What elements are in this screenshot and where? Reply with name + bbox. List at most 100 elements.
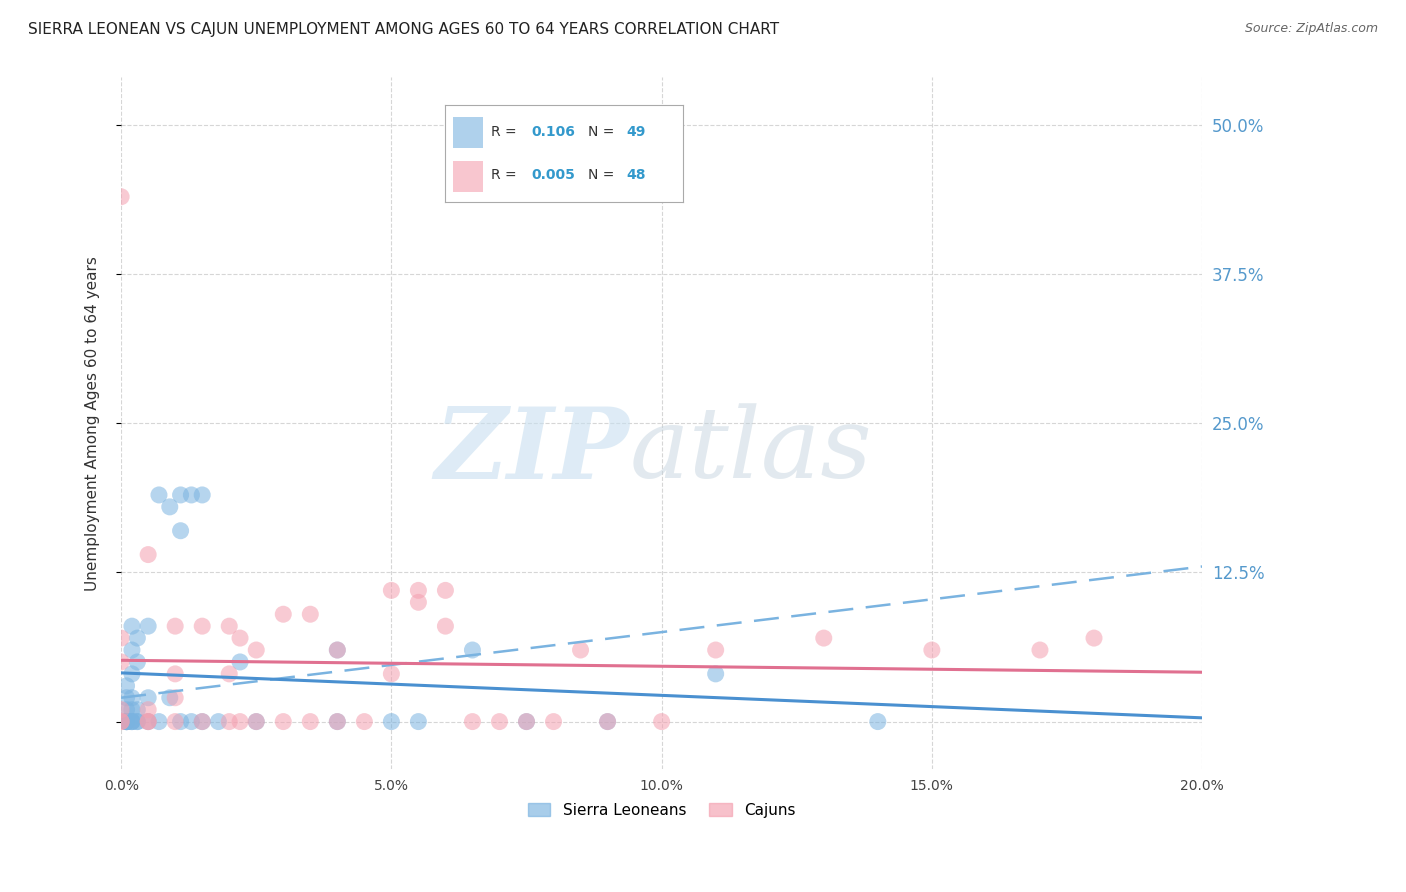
Point bbox=[110, 703, 132, 717]
Point bbox=[1029, 643, 1052, 657]
Point bbox=[218, 666, 240, 681]
Point bbox=[461, 714, 484, 729]
Point bbox=[245, 643, 267, 657]
Point bbox=[136, 619, 159, 633]
Point bbox=[136, 714, 159, 729]
Point bbox=[326, 643, 349, 657]
Point bbox=[380, 666, 402, 681]
Point bbox=[229, 631, 252, 645]
Point bbox=[543, 714, 565, 729]
Point bbox=[115, 714, 138, 729]
Point bbox=[271, 607, 294, 622]
Point bbox=[148, 488, 170, 502]
Point bbox=[169, 714, 191, 729]
Point bbox=[159, 500, 181, 514]
Point bbox=[434, 583, 457, 598]
Point bbox=[218, 619, 240, 633]
Point bbox=[127, 703, 149, 717]
Text: Source: ZipAtlas.com: Source: ZipAtlas.com bbox=[1244, 22, 1378, 36]
Point bbox=[121, 714, 143, 729]
Point bbox=[115, 690, 138, 705]
Point bbox=[136, 714, 159, 729]
Point bbox=[488, 714, 510, 729]
Point bbox=[408, 583, 430, 598]
Point bbox=[121, 714, 143, 729]
Point bbox=[461, 643, 484, 657]
Point bbox=[127, 714, 149, 729]
Point bbox=[121, 643, 143, 657]
Point bbox=[866, 714, 889, 729]
Point bbox=[136, 703, 159, 717]
Point bbox=[1083, 631, 1105, 645]
Point bbox=[380, 714, 402, 729]
Point bbox=[136, 690, 159, 705]
Point bbox=[127, 655, 149, 669]
Point bbox=[115, 703, 138, 717]
Point bbox=[127, 631, 149, 645]
Point bbox=[115, 679, 138, 693]
Point bbox=[127, 714, 149, 729]
Point bbox=[434, 619, 457, 633]
Point bbox=[326, 714, 349, 729]
Legend: Sierra Leoneans, Cajuns: Sierra Leoneans, Cajuns bbox=[522, 797, 801, 824]
Point bbox=[245, 714, 267, 729]
Point bbox=[110, 714, 132, 729]
Point bbox=[271, 714, 294, 729]
Point bbox=[121, 690, 143, 705]
Point bbox=[408, 714, 430, 729]
Point bbox=[596, 714, 619, 729]
Point bbox=[921, 643, 943, 657]
Point bbox=[229, 714, 252, 729]
Point bbox=[165, 619, 187, 633]
Point bbox=[299, 607, 322, 622]
Point bbox=[813, 631, 835, 645]
Point bbox=[110, 190, 132, 204]
Point bbox=[245, 714, 267, 729]
Point bbox=[180, 714, 202, 729]
Point bbox=[165, 714, 187, 729]
Point bbox=[115, 714, 138, 729]
Point bbox=[326, 714, 349, 729]
Point bbox=[136, 548, 159, 562]
Point bbox=[326, 643, 349, 657]
Point bbox=[218, 714, 240, 729]
Point bbox=[380, 583, 402, 598]
Point bbox=[191, 714, 214, 729]
Point bbox=[115, 714, 138, 729]
Point bbox=[353, 714, 375, 729]
Point bbox=[191, 714, 214, 729]
Point bbox=[704, 643, 727, 657]
Y-axis label: Unemployment Among Ages 60 to 64 years: Unemployment Among Ages 60 to 64 years bbox=[86, 256, 100, 591]
Point bbox=[408, 595, 430, 609]
Point bbox=[110, 714, 132, 729]
Point bbox=[121, 703, 143, 717]
Point bbox=[169, 524, 191, 538]
Point bbox=[515, 714, 537, 729]
Point bbox=[148, 714, 170, 729]
Point bbox=[121, 666, 143, 681]
Point bbox=[121, 619, 143, 633]
Point bbox=[704, 666, 727, 681]
Point bbox=[115, 714, 138, 729]
Point bbox=[229, 655, 252, 669]
Text: ZIP: ZIP bbox=[434, 403, 630, 500]
Point bbox=[165, 690, 187, 705]
Point bbox=[159, 690, 181, 705]
Point bbox=[110, 631, 132, 645]
Point bbox=[121, 714, 143, 729]
Point bbox=[136, 714, 159, 729]
Text: SIERRA LEONEAN VS CAJUN UNEMPLOYMENT AMONG AGES 60 TO 64 YEARS CORRELATION CHART: SIERRA LEONEAN VS CAJUN UNEMPLOYMENT AMO… bbox=[28, 22, 779, 37]
Point bbox=[651, 714, 673, 729]
Point bbox=[207, 714, 229, 729]
Point bbox=[115, 714, 138, 729]
Point bbox=[165, 666, 187, 681]
Point bbox=[169, 488, 191, 502]
Point bbox=[191, 619, 214, 633]
Point bbox=[115, 714, 138, 729]
Point bbox=[596, 714, 619, 729]
Point bbox=[515, 714, 537, 729]
Point bbox=[110, 655, 132, 669]
Point bbox=[191, 488, 214, 502]
Text: atlas: atlas bbox=[630, 403, 872, 499]
Point bbox=[180, 488, 202, 502]
